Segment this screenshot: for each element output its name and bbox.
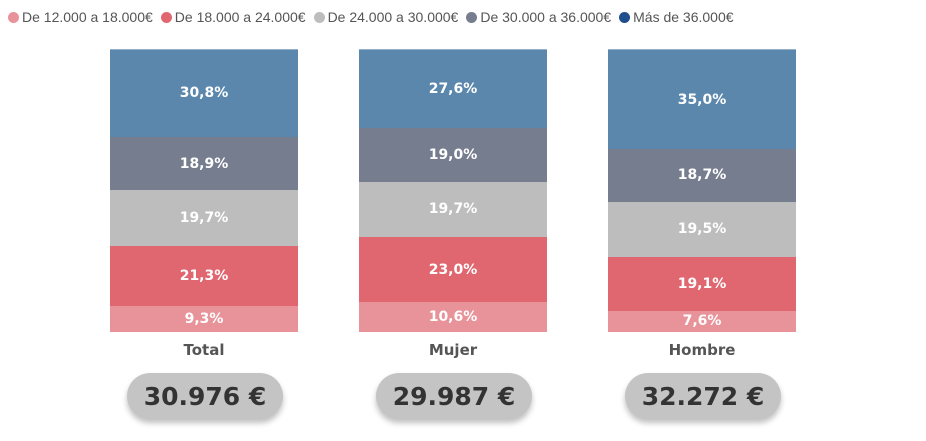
data-label: 35,0%: [677, 91, 727, 108]
legend-label: Más de 36.000€: [633, 9, 734, 25]
bar-segment[interactable]: 7,6%: [608, 309, 796, 332]
legend-label: De 18.000 a 24.000€: [174, 9, 306, 25]
data-label: 23,0%: [428, 261, 478, 278]
average-salary-badge: 29.987 €: [376, 373, 532, 419]
legend-label: De 12.000 a 18.000€: [22, 9, 153, 25]
data-label: 18,7%: [677, 167, 727, 184]
bar-segment[interactable]: 18,9%: [110, 135, 298, 191]
legend-dot-icon: [466, 11, 478, 23]
average-salary-badge: 32.272 €: [625, 373, 781, 419]
bar-segment[interactable]: 30,8%: [110, 49, 298, 137]
bar-segment[interactable]: 18,7%: [608, 148, 796, 202]
legend: De 12.000 a 18.000€ De 18.000 a 24.000€ De…: [8, 9, 734, 25]
category-label: Mujer: [428, 341, 478, 359]
average-salary-badge: 30.976 €: [127, 373, 283, 419]
legend-dot-icon: [160, 11, 172, 23]
data-label: 21,3%: [179, 267, 229, 284]
data-label: 9,3%: [184, 310, 224, 327]
data-label: 10,6%: [428, 309, 478, 326]
bar-segment[interactable]: 19,0%: [359, 127, 547, 182]
data-label: 19,0%: [428, 146, 478, 163]
data-label: 30,8%: [179, 85, 229, 102]
category-label: Total: [183, 341, 225, 359]
data-label: 27,6%: [428, 81, 478, 98]
bar-segment[interactable]: 21,3%: [110, 244, 298, 306]
legend-item[interactable]: De 24.000 a 30.000€: [313, 9, 459, 25]
legend-dot-icon: [313, 11, 325, 23]
data-label: 19,5%: [677, 221, 727, 238]
data-label: 7,6%: [682, 313, 722, 330]
legend-label: De 24.000 a 30.000€: [327, 9, 459, 25]
category-label: Hombre: [668, 341, 736, 359]
legend-item[interactable]: De 18.000 a 24.000€: [160, 9, 306, 25]
bar-segment[interactable]: 35,0%: [608, 49, 796, 149]
legend-dot-icon: [8, 11, 19, 23]
legend-item[interactable]: Más de 36.000€: [619, 9, 734, 25]
bar-segment[interactable]: 9,3%: [110, 304, 298, 332]
data-label: 18,9%: [179, 155, 229, 172]
bar-segment[interactable]: 23,0%: [359, 236, 547, 303]
bar-total: 9,3% 21,3% 19,7% 18,9% 30,8%: [110, 49, 298, 332]
bar-mujer: 10,6% 23,0% 19,7% 19,0% 27,6%: [359, 49, 547, 332]
legend-dot-icon: [619, 11, 631, 23]
bar-segment[interactable]: 19,1%: [608, 255, 796, 311]
legend-label: De 30.000 a 36.000€: [480, 9, 612, 25]
legend-item[interactable]: De 30.000 a 36.000€: [466, 9, 611, 25]
data-label: 19,7%: [179, 209, 229, 226]
bar-hombre: 7,6% 19,1% 19,5% 18,7% 35,0%: [608, 49, 796, 332]
data-label: 19,7%: [428, 201, 478, 218]
bar-segment[interactable]: 19,7%: [110, 189, 298, 246]
bar-segment[interactable]: 10,6%: [359, 301, 547, 332]
bar-segment[interactable]: 19,7%: [359, 180, 547, 238]
data-label: 19,1%: [677, 275, 727, 292]
legend-item[interactable]: De 12.000 a 18.000€: [8, 9, 153, 25]
bar-segment[interactable]: 19,5%: [608, 200, 796, 257]
bar-segment[interactable]: 27,6%: [359, 49, 547, 129]
